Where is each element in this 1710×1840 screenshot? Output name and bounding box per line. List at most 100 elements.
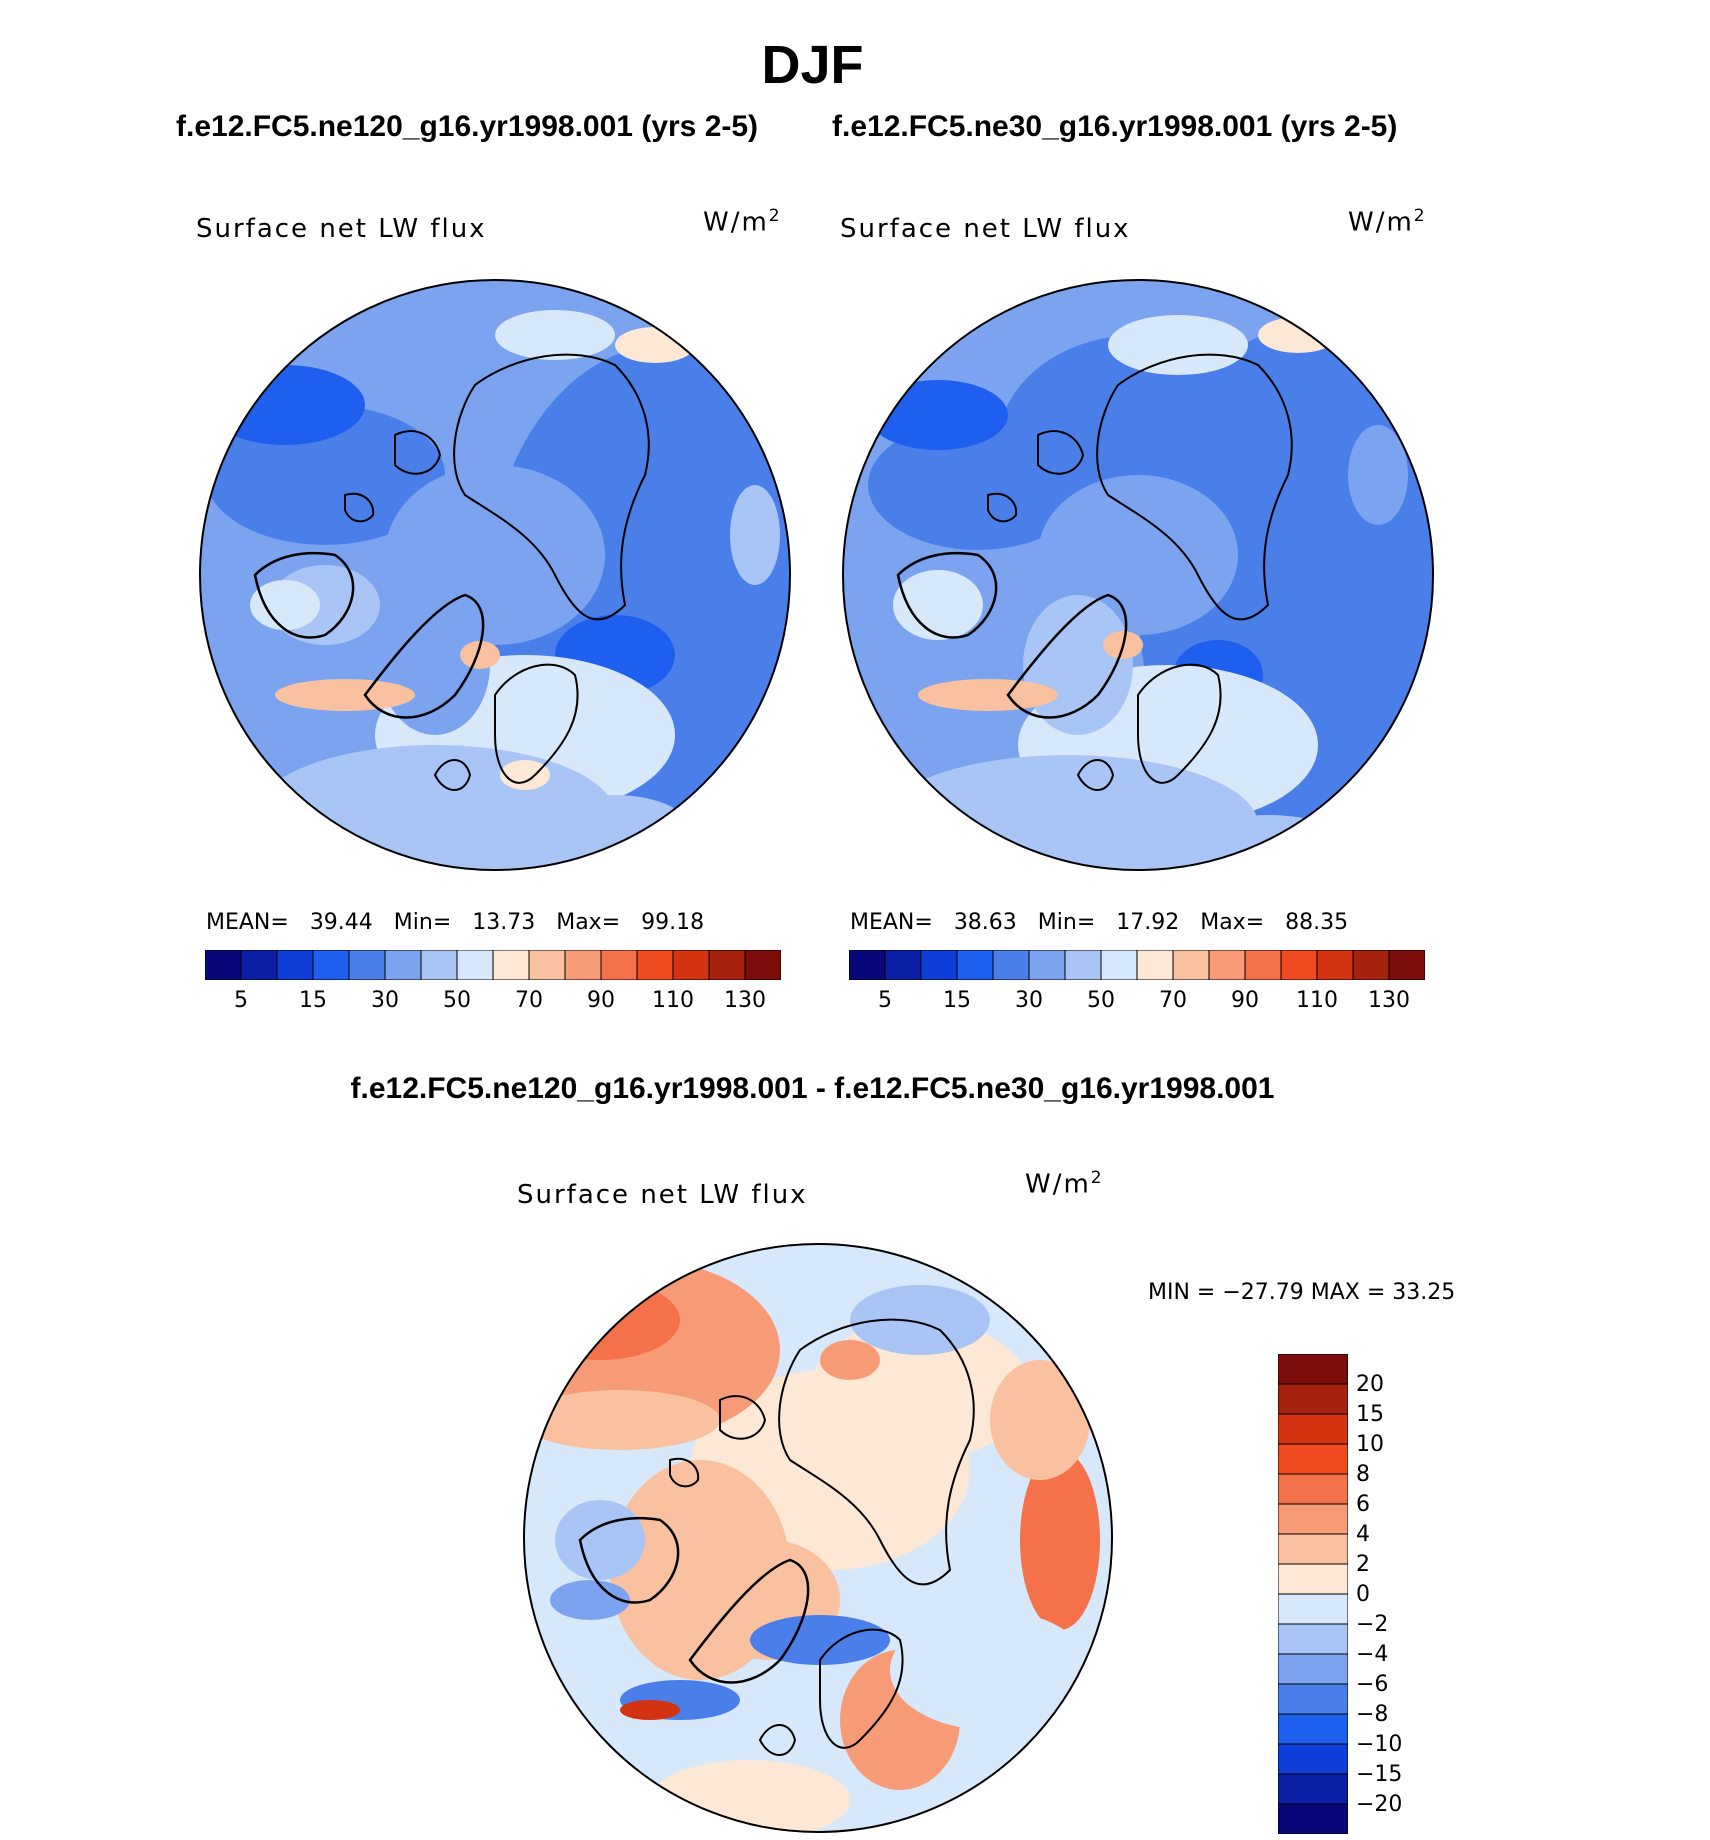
colorbar-swatch xyxy=(205,950,241,980)
mean-label: MEAN= xyxy=(206,910,289,935)
colorbar-swatch xyxy=(1278,1744,1348,1774)
colorbar-swatch xyxy=(1278,1624,1348,1654)
colorbar-swatch xyxy=(993,950,1029,980)
colorbar-swatch xyxy=(1278,1354,1348,1384)
max-value: 99.18 xyxy=(641,910,704,935)
colorbar-tick-label: 130 xyxy=(715,988,775,1013)
difference-colorbar xyxy=(1278,1354,1348,1834)
colorbar-swatch xyxy=(1065,950,1101,980)
colorbar-tick-label: 90 xyxy=(1215,988,1275,1013)
colorbar-tick-label: −6 xyxy=(1356,1672,1388,1697)
panel-2-units: W/m2 xyxy=(1348,206,1427,238)
colorbar-tick-label: 50 xyxy=(427,988,487,1013)
difference-units: W/m2 xyxy=(1025,1168,1104,1200)
colorbar-swatch xyxy=(385,950,421,980)
panel-1-units: W/m2 xyxy=(703,206,782,238)
colorbar-tick-label: 8 xyxy=(1356,1462,1370,1487)
colorbar-swatch xyxy=(1278,1444,1348,1474)
max-label: Max= xyxy=(556,910,620,935)
colorbar-tick-label: −8 xyxy=(1356,1702,1388,1727)
colorbar-tick-label: 110 xyxy=(643,988,703,1013)
colorbar-tick-label: 4 xyxy=(1356,1522,1370,1547)
panel-1-run-title: f.e12.FC5.ne120_g16.yr1998.001 (yrs 2-5) xyxy=(176,110,758,144)
colorbar-swatch xyxy=(1278,1414,1348,1444)
colorbar-tick-label: −15 xyxy=(1356,1762,1402,1787)
mean-value: 39.44 xyxy=(310,910,373,935)
colorbar-tick-label: 15 xyxy=(927,988,987,1013)
colorbar-swatch xyxy=(1353,950,1389,980)
max-value: 88.35 xyxy=(1285,910,1348,935)
panel-2-colorbar-labels: 5 15 30 50 70 90 110 130 xyxy=(849,988,1425,1018)
colorbar-swatch xyxy=(313,950,349,980)
colorbar-tick-label: 15 xyxy=(1356,1402,1384,1427)
colorbar-swatch xyxy=(1278,1474,1348,1504)
max-label: Max= xyxy=(1200,910,1264,935)
difference-minmax: MIN = −27.79 MAX = 33.25 xyxy=(1148,1280,1455,1305)
colorbar-swatch xyxy=(1278,1774,1348,1804)
colorbar-tick-label: 90 xyxy=(571,988,631,1013)
difference-polar-map xyxy=(520,1240,1116,1836)
difference-title: f.e12.FC5.ne120_g16.yr1998.001 - f.e12.F… xyxy=(0,1072,1625,1106)
mean-value: 38.63 xyxy=(954,910,1017,935)
colorbar-swatch xyxy=(957,950,993,980)
colorbar-swatch xyxy=(1278,1684,1348,1714)
colorbar-tick-label: 20 xyxy=(1356,1372,1384,1397)
colorbar-tick-label: −2 xyxy=(1356,1612,1388,1637)
colorbar-tick-label: −10 xyxy=(1356,1732,1402,1757)
colorbar-tick-label: 15 xyxy=(283,988,343,1013)
colorbar-swatch xyxy=(1029,950,1065,980)
mean-label: MEAN= xyxy=(850,910,933,935)
colorbar-swatch xyxy=(1101,950,1137,980)
panel-1-field-label: Surface net LW flux xyxy=(196,214,487,244)
panel-2-run-title: f.e12.FC5.ne30_g16.yr1998.001 (yrs 2-5) xyxy=(832,110,1397,144)
colorbar-swatch xyxy=(601,950,637,980)
colorbar-swatch xyxy=(1278,1654,1348,1684)
colorbar-swatch xyxy=(1278,1534,1348,1564)
colorbar-swatch xyxy=(1278,1504,1348,1534)
colorbar-swatch xyxy=(1281,950,1317,980)
colorbar-tick-label: 70 xyxy=(499,988,559,1013)
colorbar-swatch xyxy=(709,950,745,980)
colorbar-swatch xyxy=(1278,1384,1348,1414)
colorbar-swatch xyxy=(1389,950,1425,980)
panel-1-colorbar-labels: 5 15 30 50 70 90 110 130 xyxy=(205,988,781,1018)
colorbar-swatch xyxy=(421,950,457,980)
colorbar-tick-label: 0 xyxy=(1356,1582,1370,1607)
colorbar-tick-label: 110 xyxy=(1287,988,1347,1013)
colorbar-swatch xyxy=(1137,950,1173,980)
colorbar-tick-label: 70 xyxy=(1143,988,1203,1013)
colorbar-tick-label: 5 xyxy=(855,988,915,1013)
colorbar-swatch xyxy=(565,950,601,980)
colorbar-swatch xyxy=(1173,950,1209,980)
min-value: 17.92 xyxy=(1116,910,1179,935)
colorbar-tick-label: 30 xyxy=(999,988,1059,1013)
figure-title: DJF xyxy=(0,34,1625,96)
colorbar-swatch xyxy=(457,950,493,980)
colorbar-swatch xyxy=(241,950,277,980)
colorbar-swatch xyxy=(673,950,709,980)
colorbar-swatch xyxy=(529,950,565,980)
panel-2-polar-map xyxy=(838,275,1438,875)
min-label: Min= xyxy=(1038,910,1095,935)
panel-2-stats: MEAN= 38.63 Min= 17.92 Max= 88.35 xyxy=(850,910,1348,935)
panel-2-colorbar xyxy=(849,950,1425,980)
colorbar-tick-label: 30 xyxy=(355,988,415,1013)
difference-field-label: Surface net LW flux xyxy=(517,1180,808,1210)
colorbar-tick-label: 130 xyxy=(1359,988,1419,1013)
colorbar-tick-label: −20 xyxy=(1356,1792,1402,1817)
colorbar-swatch xyxy=(885,950,921,980)
min-label: Min= xyxy=(394,910,451,935)
colorbar-tick-label: 10 xyxy=(1356,1432,1384,1457)
colorbar-swatch xyxy=(745,950,781,980)
panel-1-colorbar xyxy=(205,950,781,980)
colorbar-tick-label: 6 xyxy=(1356,1492,1370,1517)
colorbar-swatch xyxy=(1278,1804,1348,1834)
colorbar-swatch xyxy=(1278,1714,1348,1744)
colorbar-swatch xyxy=(1278,1594,1348,1624)
colorbar-swatch xyxy=(277,950,313,980)
colorbar-swatch xyxy=(637,950,673,980)
colorbar-tick-label: 50 xyxy=(1071,988,1131,1013)
panel-1-stats: MEAN= 39.44 Min= 13.73 Max= 99.18 xyxy=(206,910,704,935)
panel-1-polar-map xyxy=(195,275,795,875)
colorbar-swatch xyxy=(1245,950,1281,980)
